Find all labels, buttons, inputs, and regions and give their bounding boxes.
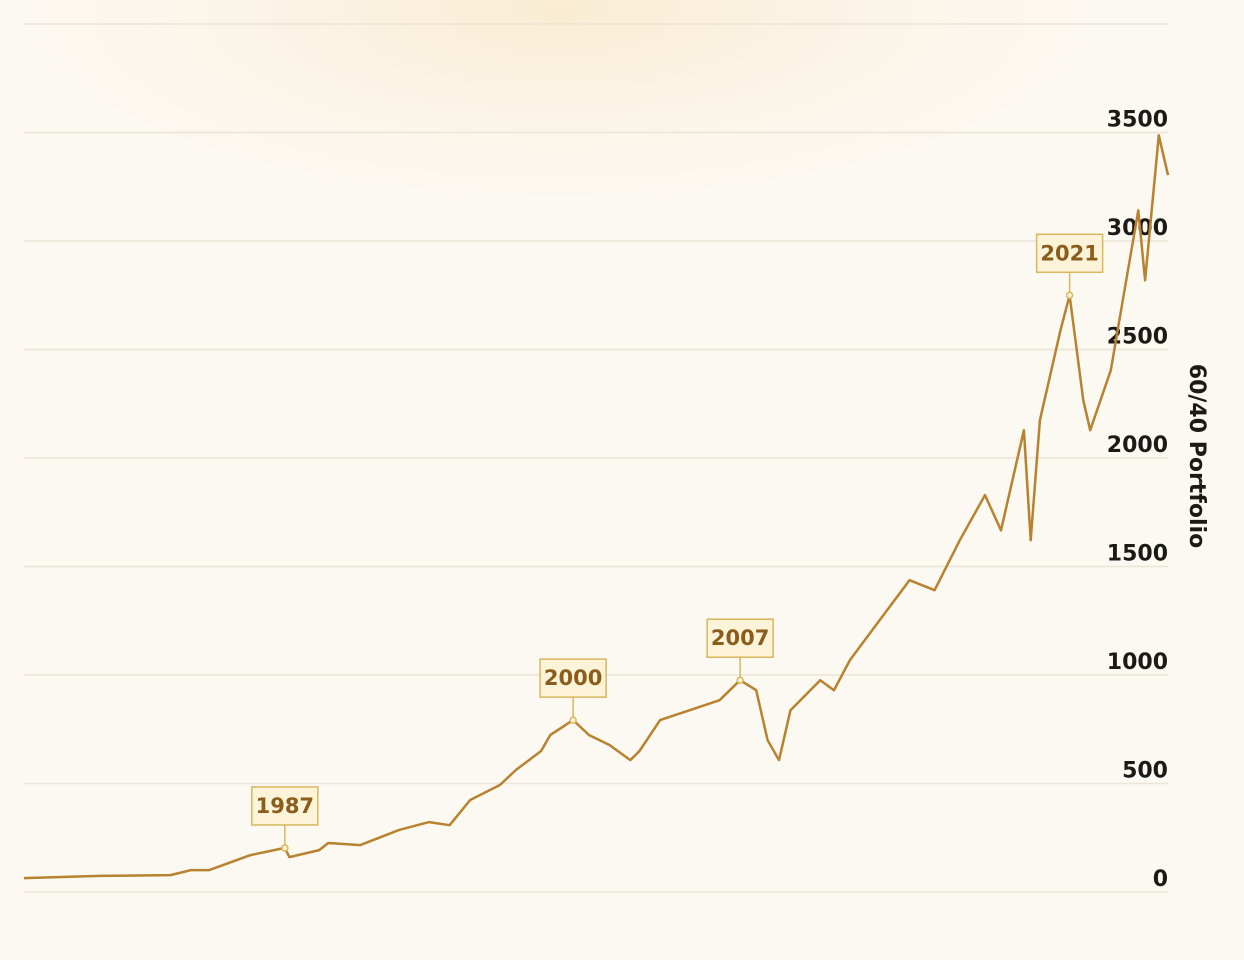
annotation-label: 2000: [544, 666, 602, 690]
y-tick-label: 500: [1122, 759, 1168, 784]
series-line: [23, 134, 1170, 880]
annotation-label: 1987: [256, 794, 314, 818]
annotation-label: 2007: [711, 626, 769, 650]
annotation-box: [706, 618, 774, 658]
y-tick-label: 3500: [1107, 108, 1168, 133]
y-axis-label: 60/40 Portfolio: [1184, 364, 1209, 548]
annotation-box: [539, 658, 607, 698]
annotation-point: [736, 676, 744, 684]
annotation-point: [1065, 291, 1074, 299]
y-tick-label: 1500: [1107, 542, 1168, 567]
annotation-point: [281, 844, 289, 852]
annotation-box: [251, 786, 319, 826]
annotation-point: [569, 716, 577, 724]
annotation-label: 2021: [1040, 241, 1098, 265]
y-tick-label: 0: [1153, 867, 1168, 892]
y-tick-label: 2000: [1107, 433, 1168, 458]
annotation-box: [1035, 233, 1104, 273]
y-tick-label: 1000: [1107, 650, 1168, 675]
